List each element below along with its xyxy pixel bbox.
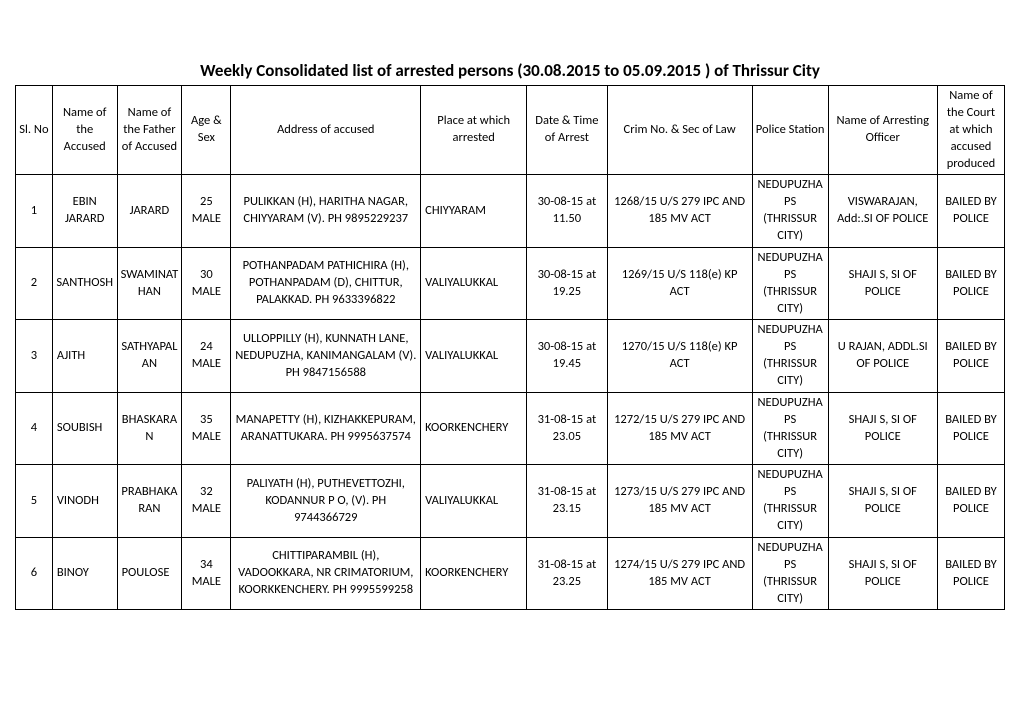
cell-date: 30-08-15 at 11.50 <box>527 175 607 248</box>
table-row: 1 EBIN JARARD JARARD 25 MALE PULIKKAN (H… <box>16 175 1005 248</box>
cell-date: 31-08-15 at 23.25 <box>527 537 607 610</box>
cell-place: VALIYALUKKAL <box>421 465 527 538</box>
cell-age: 25 MALE <box>182 175 231 248</box>
cell-name: BINOY <box>52 537 117 610</box>
col-header-sl: Sl. No <box>16 86 53 175</box>
col-header-father: Name of the Father of Accused <box>117 86 182 175</box>
col-header-court: Name of the Court at which accused produ… <box>937 86 1004 175</box>
cell-name: AJITH <box>52 320 117 393</box>
cell-court: BAILED BY POLICE <box>937 320 1004 393</box>
cell-place: KOORKENCHERY <box>421 537 527 610</box>
table-row: 4 SOUBISH BHASKARAN 35 MALE MANAPETTY (H… <box>16 392 1005 465</box>
cell-date: 31-08-15 at 23.05 <box>527 392 607 465</box>
cell-ps: NEDUPUZHA PS (THRISSUR CITY) <box>752 175 828 248</box>
cell-age: 24 MALE <box>182 320 231 393</box>
cell-ps: NEDUPUZHA PS (THRISSUR CITY) <box>752 465 828 538</box>
cell-name: EBIN JARARD <box>52 175 117 248</box>
cell-officer: SHAJI S, SI OF POLICE <box>828 247 937 320</box>
cell-date: 30-08-15 at 19.25 <box>527 247 607 320</box>
cell-address: POTHANPADAM PATHICHIRA (H), POTHANPADAM … <box>231 247 421 320</box>
cell-age: 30 MALE <box>182 247 231 320</box>
cell-sl: 4 <box>16 392 53 465</box>
cell-date: 30-08-15 at 19.45 <box>527 320 607 393</box>
cell-age: 34 MALE <box>182 537 231 610</box>
col-header-place: Place at which arrested <box>421 86 527 175</box>
table-row: 5 VINODH PRABHAKARAN 32 MALE PALIYATH (H… <box>16 465 1005 538</box>
cell-officer: VISWARAJAN, Add:.SI OF POLICE <box>828 175 937 248</box>
cell-place: CHIYYARAM <box>421 175 527 248</box>
cell-address: PULIKKAN (H), HARITHA NAGAR, CHIYYARAM (… <box>231 175 421 248</box>
col-header-crim: Crim No. & Sec of Law <box>607 86 752 175</box>
cell-ps: NEDUPUZHA PS (THRISSUR CITY) <box>752 320 828 393</box>
cell-place: VALIYALUKKAL <box>421 320 527 393</box>
page-title: Weekly Consolidated list of arrested per… <box>15 60 1005 81</box>
table-row: 3 AJITH SATHYAPALAN 24 MALE ULLOPPILLY (… <box>16 320 1005 393</box>
cell-address: ULLOPPILLY (H), KUNNATH LANE, NEDUPUZHA,… <box>231 320 421 393</box>
col-header-officer: Name of Arresting Officer <box>828 86 937 175</box>
col-header-name: Name of the Accused <box>52 86 117 175</box>
cell-name: VINODH <box>52 465 117 538</box>
cell-court: BAILED BY POLICE <box>937 537 1004 610</box>
cell-address: PALIYATH (H), PUTHEVETTOZHI, KODANNUR P … <box>231 465 421 538</box>
cell-sl: 6 <box>16 537 53 610</box>
cell-father: JARARD <box>117 175 182 248</box>
cell-age: 35 MALE <box>182 392 231 465</box>
cell-father: PRABHAKARAN <box>117 465 182 538</box>
cell-father: POULOSE <box>117 537 182 610</box>
cell-crim: 1272/15 U/S 279 IPC AND 185 MV ACT <box>607 392 752 465</box>
cell-crim: 1270/15 U/S 118(e) KP ACT <box>607 320 752 393</box>
table-header-row: Sl. No Name of the Accused Name of the F… <box>16 86 1005 175</box>
cell-crim: 1268/15 U/S 279 IPC AND 185 MV ACT <box>607 175 752 248</box>
cell-name: SOUBISH <box>52 392 117 465</box>
cell-place: KOORKENCHERY <box>421 392 527 465</box>
cell-officer: SHAJI S, SI OF POLICE <box>828 465 937 538</box>
cell-officer: U RAJAN, ADDL.SI OF POLICE <box>828 320 937 393</box>
cell-father: BHASKARAN <box>117 392 182 465</box>
cell-sl: 2 <box>16 247 53 320</box>
cell-age: 32 MALE <box>182 465 231 538</box>
table-body: 1 EBIN JARARD JARARD 25 MALE PULIKKAN (H… <box>16 175 1005 610</box>
cell-sl: 5 <box>16 465 53 538</box>
cell-date: 31-08-15 at 23.15 <box>527 465 607 538</box>
cell-court: BAILED BY POLICE <box>937 247 1004 320</box>
cell-address: CHITTIPARAMBIL (H), VADOOKKARA, NR CRIMA… <box>231 537 421 610</box>
cell-sl: 1 <box>16 175 53 248</box>
cell-court: BAILED BY POLICE <box>937 175 1004 248</box>
cell-ps: NEDUPUZHA PS (THRISSUR CITY) <box>752 247 828 320</box>
cell-officer: SHAJI S, SI OF POLICE <box>828 392 937 465</box>
cell-name: SANTHOSH <box>52 247 117 320</box>
cell-father: SATHYAPALAN <box>117 320 182 393</box>
col-header-age: Age & Sex <box>182 86 231 175</box>
cell-address: MANAPETTY (H), KIZHAKKEPURAM, ARANATTUKA… <box>231 392 421 465</box>
cell-sl: 3 <box>16 320 53 393</box>
cell-officer: SHAJI S, SI OF POLICE <box>828 537 937 610</box>
cell-place: VALIYALUKKAL <box>421 247 527 320</box>
cell-ps: NEDUPUZHA PS (THRISSUR CITY) <box>752 537 828 610</box>
cell-court: BAILED BY POLICE <box>937 392 1004 465</box>
col-header-address: Address of accused <box>231 86 421 175</box>
cell-crim: 1274/15 U/S 279 IPC AND 185 MV ACT <box>607 537 752 610</box>
cell-father: SWAMINATHAN <box>117 247 182 320</box>
cell-court: BAILED BY POLICE <box>937 465 1004 538</box>
col-header-ps: Police Station <box>752 86 828 175</box>
cell-ps: NEDUPUZHA PS (THRISSUR CITY) <box>752 392 828 465</box>
arrest-table: Sl. No Name of the Accused Name of the F… <box>15 85 1005 610</box>
cell-crim: 1273/15 U/S 279 IPC AND 185 MV ACT <box>607 465 752 538</box>
table-row: 6 BINOY POULOSE 34 MALE CHITTIPARAMBIL (… <box>16 537 1005 610</box>
cell-crim: 1269/15 U/S 118(e) KP ACT <box>607 247 752 320</box>
table-row: 2 SANTHOSH SWAMINATHAN 30 MALE POTHANPAD… <box>16 247 1005 320</box>
col-header-date: Date & Time of Arrest <box>527 86 607 175</box>
